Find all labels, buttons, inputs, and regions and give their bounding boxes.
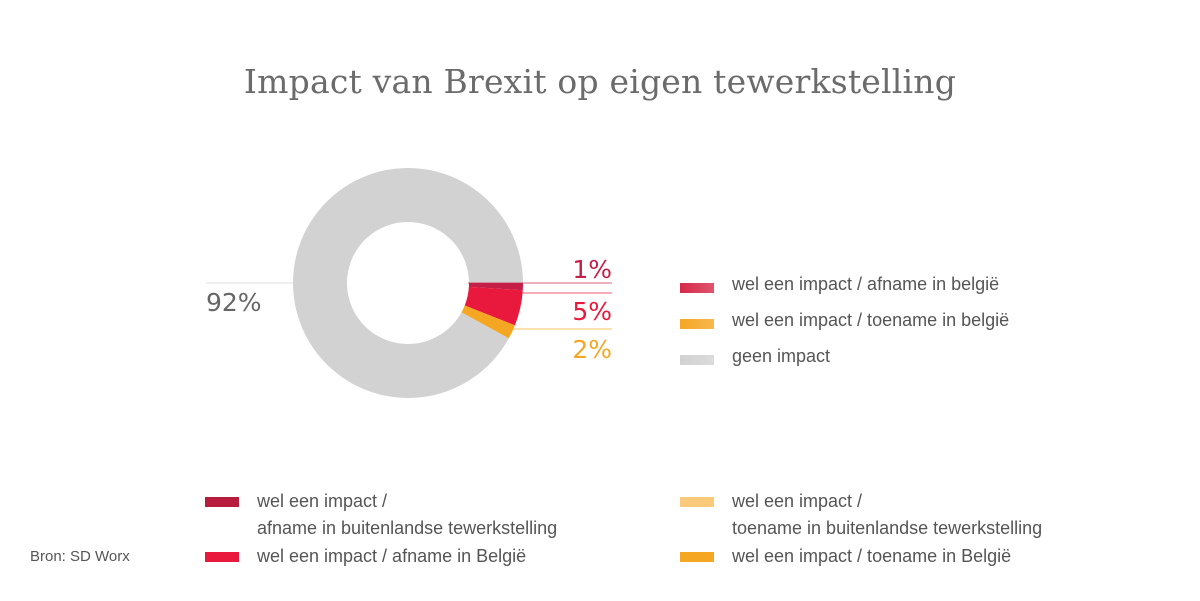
legend-swatch <box>680 355 714 365</box>
legend-swatch <box>205 497 239 507</box>
slice-percentage-label: 2% <box>572 335 612 364</box>
donut-slice <box>461 305 515 339</box>
legend-item: wel een impact / toename in belgië <box>680 308 1100 344</box>
slice-percentage-label: 1% <box>572 255 612 284</box>
legend-swatch <box>205 552 239 562</box>
legend-item: geen impact <box>680 344 1100 380</box>
source-note: Bron: SD Worx <box>30 548 130 565</box>
legend-label: wel een impact / afname in buitenlandse … <box>257 491 558 538</box>
legend-right: wel een impact / afname in belgië wel ee… <box>680 272 1100 380</box>
legend-label: wel een impact / afname in België <box>257 546 527 566</box>
slice-percentage-label: 92% <box>206 288 262 317</box>
donut-slice <box>293 167 523 398</box>
donut-slice <box>464 286 523 326</box>
legend-label: wel een impact / toename in België <box>732 546 1012 566</box>
legend-swatch <box>680 319 714 329</box>
legend-item: wel een impact / afname in belgië <box>680 272 1100 308</box>
legend-swatch <box>680 497 714 507</box>
chart-title: Impact van Brexit op eigen tewerkstellin… <box>243 62 957 101</box>
legend-label: geen impact <box>732 346 831 366</box>
slice-percentage-label: 5% <box>572 297 612 326</box>
legend-label: wel een impact / toename in belgië <box>732 310 1010 330</box>
legend-swatch <box>680 283 714 293</box>
legend-swatch <box>680 552 714 562</box>
legend-label: wel een impact / toename in buitenlandse… <box>732 491 1043 538</box>
donut-slice <box>468 283 523 291</box>
legend-label: wel een impact / afname in belgië <box>732 274 1000 294</box>
